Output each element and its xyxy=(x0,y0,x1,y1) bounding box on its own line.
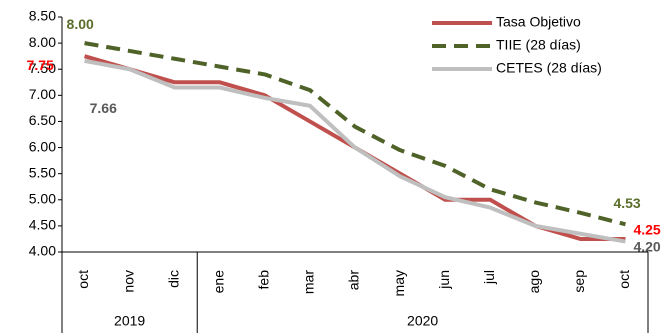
legend-label: Tasa Objetivo xyxy=(496,14,581,30)
value-label: 4.53 xyxy=(613,195,640,211)
x-tick-label: oct xyxy=(616,270,632,289)
legend-label: TIIE (28 días) xyxy=(496,37,581,53)
y-tick-label: 4.50 xyxy=(29,217,56,233)
value-label: 4.20 xyxy=(633,238,660,254)
y-tick-label: 6.50 xyxy=(29,112,56,128)
value-label: 4.25 xyxy=(633,222,660,238)
value-label: 8.00 xyxy=(67,16,94,32)
x-tick-label: may xyxy=(391,270,407,296)
x-tick-label: ago xyxy=(526,270,542,294)
y-tick-label: 7.00 xyxy=(29,86,56,102)
x-tick-label: jun xyxy=(436,270,452,290)
x-tick-label: mar xyxy=(301,270,317,294)
value-label: 7.75 xyxy=(27,57,54,73)
x-tick-label: abr xyxy=(346,270,362,291)
x-tick-label: jul xyxy=(481,270,497,285)
group-label: 2019 xyxy=(114,313,145,329)
y-tick-label: 5.50 xyxy=(29,164,56,180)
y-tick-label: 8.00 xyxy=(29,34,56,50)
x-tick-label: feb xyxy=(256,270,272,290)
series-line xyxy=(84,58,626,244)
y-tick-label: 7.50 xyxy=(29,60,56,76)
x-tick-label: oct xyxy=(75,270,91,289)
x-tick-label: ene xyxy=(210,270,226,294)
y-tick-label: 4.00 xyxy=(29,243,56,259)
y-tick-label: 5.00 xyxy=(29,190,56,206)
legend-label: CETES (28 días) xyxy=(496,60,602,76)
y-tick-label: 6.00 xyxy=(29,138,56,154)
value-label: 7.66 xyxy=(90,100,117,116)
x-tick-label: nov xyxy=(120,270,136,293)
x-tick-label: dic xyxy=(165,270,181,288)
x-tick-label: sep xyxy=(571,270,587,293)
y-tick-label: 8.50 xyxy=(29,8,56,24)
series-line xyxy=(84,41,626,227)
group-label: 2020 xyxy=(407,313,438,329)
